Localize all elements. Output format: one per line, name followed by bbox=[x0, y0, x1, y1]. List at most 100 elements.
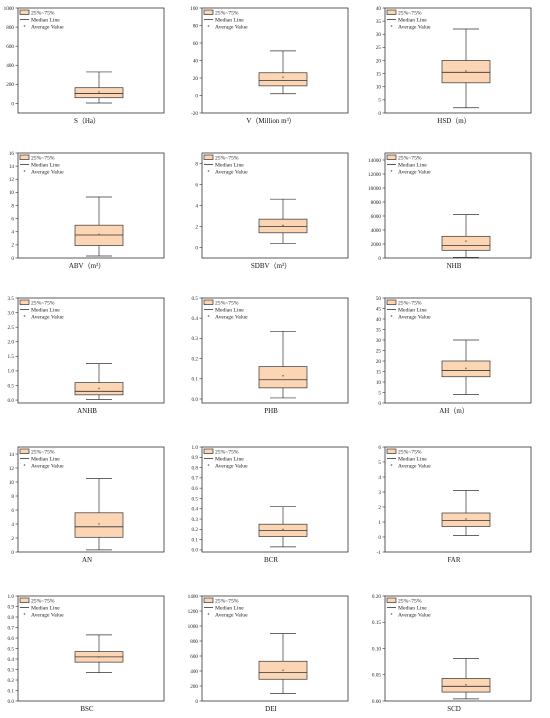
x-axis-label: V（Million m³） bbox=[246, 117, 295, 125]
y-tick-label: 1200 bbox=[188, 609, 199, 615]
legend-box-swatch bbox=[386, 597, 397, 603]
legend-median-label: Median Line bbox=[31, 162, 60, 168]
y-tick-label: 0 bbox=[195, 699, 198, 705]
boxplot-panel-2: -20 0 20 40 60 80 100 25%~75%Median LineAverage… bbox=[190, 6, 349, 125]
legend-mean-label: Average Value bbox=[398, 314, 431, 320]
y-tick-label: 0.5 bbox=[8, 646, 15, 652]
y-tick-label: 100 bbox=[190, 6, 198, 12]
y-tick-label: 0.0 bbox=[192, 548, 199, 554]
y-tick-label: 0.1 bbox=[192, 377, 199, 383]
y-tick-label: 3.0 bbox=[8, 310, 15, 316]
y-tick-label: 12 bbox=[9, 177, 15, 183]
mean-marker bbox=[98, 91, 100, 93]
legend-mean-swatch bbox=[390, 613, 393, 615]
boxplot-panel-14: 0 200 400 600 800 1000 1200 1400 25%~75%Median L… bbox=[188, 594, 349, 713]
x-axis-label: AH（m） bbox=[439, 407, 469, 415]
mean-marker bbox=[98, 233, 100, 236]
y-tick-label: 0 bbox=[195, 245, 198, 251]
mean-marker bbox=[98, 656, 100, 658]
y-tick-label: 6 bbox=[378, 445, 381, 451]
y-tick-label: 14 bbox=[9, 164, 15, 170]
y-tick-label: 0.3 bbox=[192, 517, 199, 523]
y-tick-label: 1 bbox=[378, 520, 381, 526]
y-tick-label: 200 bbox=[190, 684, 198, 690]
y-tick-label: 20 bbox=[193, 76, 199, 82]
y-tick-label: 10000 bbox=[368, 186, 381, 192]
y-tick-label: 0.6 bbox=[192, 486, 199, 492]
y-tick-label: 5 bbox=[378, 98, 381, 104]
x-axis-label: S（Ha） bbox=[74, 117, 100, 125]
boxplot-panel-3: 0 5 10 15 20 25 30 35 40 25%~75%Median LineAverag… bbox=[376, 6, 532, 125]
boxplot-panel-6: 0 2000 4000 6000 8000 10000 12000 14000 25%~75%M… bbox=[368, 152, 532, 270]
legend-mean-label: Average Value bbox=[31, 612, 64, 618]
plot-frame bbox=[17, 297, 165, 404]
y-tick-label: 0.20 bbox=[372, 594, 381, 600]
x-axis-label: FAR bbox=[447, 556, 460, 564]
legend-box-label: 25%~75% bbox=[31, 10, 55, 16]
y-tick-label: 6 bbox=[11, 216, 14, 222]
legend-mean-label: Average Value bbox=[215, 169, 248, 175]
legend-box-swatch bbox=[19, 299, 30, 305]
y-tick-label: 0.9 bbox=[192, 455, 199, 461]
y-tick-label: 0.5 bbox=[8, 383, 15, 389]
y-tick-label: 2000 bbox=[371, 242, 382, 248]
legend-box-swatch bbox=[19, 597, 30, 603]
legend-median-label: Median Line bbox=[31, 605, 60, 611]
legend-median-label: Median Line bbox=[398, 605, 427, 611]
legend-mean-label: Average Value bbox=[398, 24, 431, 30]
y-tick-label: 0.3 bbox=[192, 336, 199, 342]
legend-median-label: Median Line bbox=[398, 456, 427, 462]
legend-median-label: Median Line bbox=[31, 456, 60, 462]
legend-mean-swatch bbox=[207, 464, 210, 466]
y-tick-label: 0.9 bbox=[8, 604, 15, 610]
legend-mean-swatch bbox=[23, 170, 26, 172]
y-tick-label: 0.0 bbox=[8, 699, 15, 705]
y-tick-label: 400 bbox=[190, 669, 198, 675]
x-axis-label: ABV（m³） bbox=[69, 262, 105, 270]
legend-box-label: 25%~75% bbox=[215, 10, 239, 16]
mean-marker bbox=[98, 387, 100, 390]
legend-mean-swatch bbox=[23, 315, 26, 317]
mean-marker bbox=[282, 224, 284, 227]
y-tick-label: 0.10 bbox=[372, 646, 381, 652]
y-tick-label: 0.2 bbox=[8, 678, 15, 684]
legend-mean-label: Average Value bbox=[398, 169, 431, 175]
y-tick-label: 5 bbox=[378, 390, 381, 396]
y-tick-label: 800 bbox=[6, 25, 14, 31]
x-axis-label: SCD bbox=[447, 705, 461, 713]
y-tick-label: 6000 bbox=[371, 214, 382, 220]
y-tick-label: 6 bbox=[195, 182, 198, 188]
mean-marker bbox=[282, 669, 284, 671]
y-tick-label: 14 bbox=[9, 452, 15, 458]
iqr-box bbox=[258, 366, 308, 389]
y-tick-label: 16 bbox=[9, 151, 15, 157]
y-tick-label: 2 bbox=[11, 536, 14, 542]
y-tick-label: 0.8 bbox=[192, 465, 199, 471]
legend-box-label: 25%~75% bbox=[398, 10, 422, 16]
y-tick-label: 6 bbox=[11, 508, 14, 514]
legend-box-label: 25%~75% bbox=[31, 300, 55, 306]
y-tick-label: 15 bbox=[376, 369, 382, 375]
y-tick-label: 0.8 bbox=[8, 615, 15, 621]
y-tick-label: 1000 bbox=[188, 624, 199, 630]
y-tick-label: 0.05 bbox=[372, 673, 381, 679]
legend-mean-label: Average Value bbox=[398, 463, 431, 469]
y-tick-label: 3.5 bbox=[8, 296, 15, 302]
y-tick-label: 0.1 bbox=[192, 537, 199, 543]
legend-box-label: 25%~75% bbox=[215, 155, 239, 161]
y-tick-label: 0.4 bbox=[192, 316, 199, 322]
mean-marker bbox=[465, 70, 467, 72]
legend-mean-swatch bbox=[390, 464, 393, 466]
y-tick-label: 10 bbox=[9, 190, 15, 196]
y-tick-label: 2 bbox=[11, 243, 14, 249]
y-tick-label: 0.2 bbox=[192, 527, 199, 533]
legend-mean-label: Average Value bbox=[31, 463, 64, 469]
iqr-box bbox=[74, 87, 124, 99]
mean-marker bbox=[465, 240, 467, 242]
legend-box-swatch bbox=[203, 154, 214, 160]
legend-box-label: 25%~75% bbox=[398, 300, 422, 306]
y-tick-label: 14000 bbox=[368, 158, 381, 164]
x-axis-label: BCR bbox=[264, 556, 278, 564]
legend-box-label: 25%~75% bbox=[31, 449, 55, 455]
